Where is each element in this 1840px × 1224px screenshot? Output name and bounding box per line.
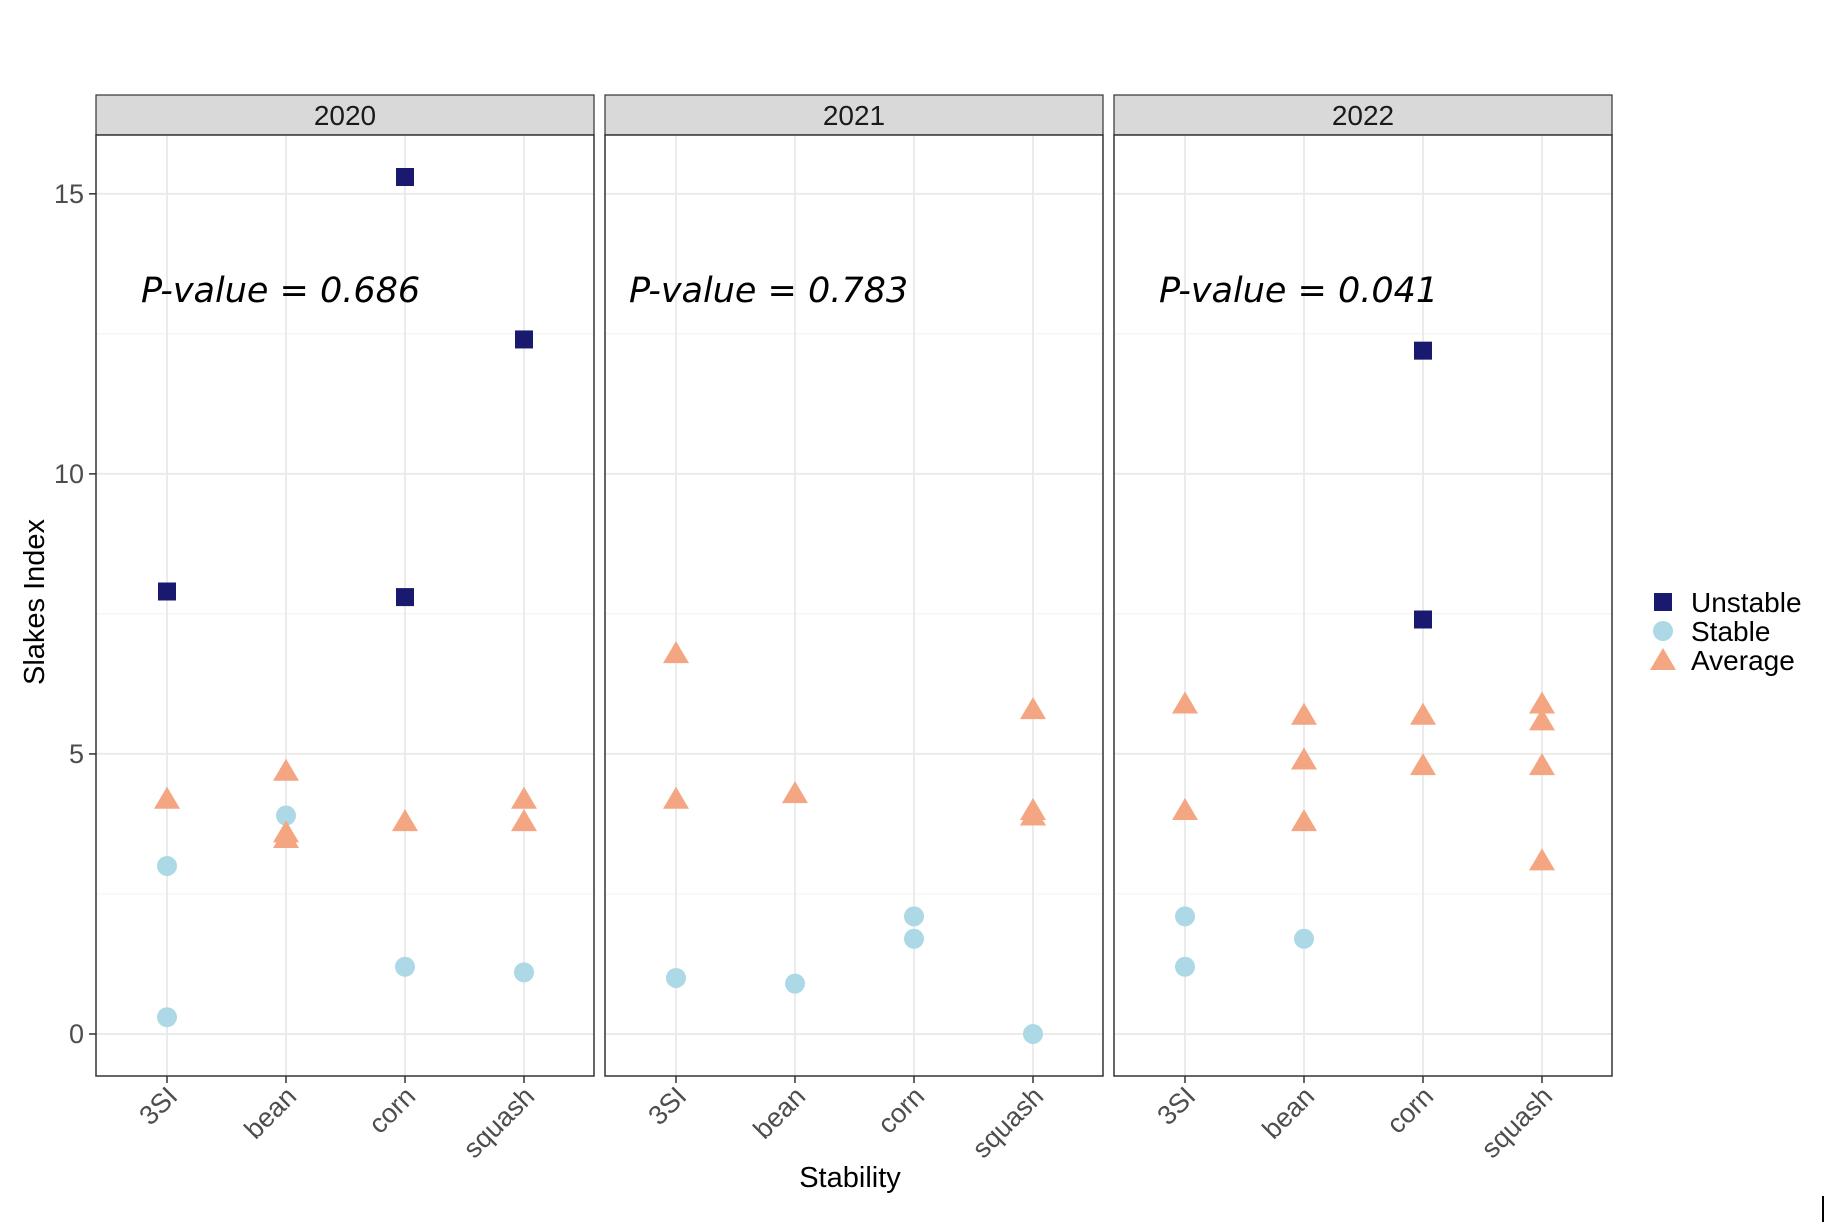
data-point-average (1529, 691, 1555, 714)
x-tick-label: 3SI (1151, 1081, 1201, 1131)
panel-2021: 2021 P-value = 0.783 3SI bean corn squash (604, 94, 1104, 1164)
p-value-annotation: P-value = 0.686 (141, 271, 420, 311)
p-value-annotation: P-value = 0.041 (1159, 271, 1438, 311)
legend-label-stable: Stable (1691, 616, 1770, 647)
panel-background (605, 135, 1103, 1076)
data-point-stable (904, 928, 924, 949)
data-point-average (1291, 747, 1317, 770)
data-point-unstable (515, 330, 533, 349)
data-point-average (1410, 753, 1436, 776)
x-tick-label: bean (239, 1081, 303, 1145)
data-point-stable (276, 805, 296, 826)
legend-label-unstable: Unstable (1691, 587, 1802, 618)
data-point-average (1172, 797, 1198, 820)
data-point-stable (904, 906, 924, 927)
y-tick-label: 0 (69, 1019, 84, 1049)
data-point-unstable (1414, 341, 1432, 360)
data-point-stable (157, 1007, 177, 1028)
y-tick-label: 10 (54, 459, 84, 489)
panel-border (1113, 134, 1613, 1077)
x-tick-label: corn (1381, 1081, 1439, 1139)
data-point-stable (1023, 1023, 1043, 1044)
data-point-average (1410, 702, 1436, 725)
y-tick-label: 5 (69, 739, 84, 769)
data-point-stable (514, 962, 534, 983)
data-point-stable (666, 967, 686, 988)
data-point-average (273, 825, 299, 848)
panel-border (95, 134, 595, 1077)
legend-key-average (1650, 648, 1676, 670)
x-tick-label: squash (457, 1081, 540, 1164)
legend-label-average: Average (1691, 645, 1795, 676)
legend-key-unstable (1654, 593, 1672, 611)
panel-background (1114, 135, 1612, 1076)
data-point-unstable (396, 588, 414, 607)
data-point-average (1172, 691, 1198, 714)
y-axis-title: Slakes Index (19, 518, 51, 685)
x-tick-label: squash (966, 1081, 1049, 1164)
data-point-unstable (158, 582, 176, 601)
x-tick-label: corn (872, 1081, 930, 1139)
x-tick-label: bean (1257, 1081, 1321, 1145)
y-tick-label: 15 (54, 179, 84, 209)
data-point-average (1291, 809, 1317, 832)
data-point-average (1529, 753, 1555, 776)
data-point-average (663, 786, 689, 809)
data-point-average (782, 781, 808, 804)
data-point-average (1529, 708, 1555, 731)
data-point-stable (1175, 956, 1195, 977)
data-point-average (392, 809, 418, 832)
data-point-stable (1294, 928, 1314, 949)
x-tick-label: 3SI (642, 1081, 692, 1131)
data-point-average (1291, 702, 1317, 725)
data-point-stable (785, 973, 805, 994)
x-tick-label: corn (363, 1081, 421, 1139)
data-point-unstable (1414, 610, 1432, 629)
data-point-unstable (396, 168, 414, 187)
data-point-average (511, 786, 537, 809)
x-tick-label: squash (1475, 1081, 1558, 1164)
data-point-average (154, 786, 180, 809)
data-point-average (663, 641, 689, 664)
data-point-stable (1175, 906, 1195, 927)
panel-2022: 2022 P-value = 0.041 3SI bean corn squash (1113, 94, 1613, 1164)
data-point-average (273, 758, 299, 781)
data-point-average (1020, 803, 1046, 826)
y-axis: 0 5 10 15 (54, 179, 96, 1049)
panel-background (96, 135, 594, 1076)
data-point-stable (157, 855, 177, 876)
panel-strip-label: 2020 (314, 100, 376, 131)
data-point-stable (395, 956, 415, 977)
panel-2020: 2020 P-value = 0.686 3SI bean corn squash (95, 94, 595, 1164)
x-tick-label: 3SI (133, 1081, 183, 1131)
data-point-average (1529, 848, 1555, 871)
legend-key-stable (1653, 621, 1673, 641)
panel-strip-label: 2021 (823, 100, 885, 131)
x-tick-label: bean (748, 1081, 812, 1145)
panel-strip-label: 2022 (1332, 100, 1394, 131)
panel-strip (1113, 94, 1613, 136)
panel-strip (95, 94, 595, 136)
panel-border (604, 134, 1104, 1077)
data-point-average (1020, 697, 1046, 720)
p-value-annotation: P-value = 0.783 (629, 271, 908, 311)
data-point-average (511, 809, 537, 832)
x-axis-title: Stability (799, 1162, 901, 1194)
